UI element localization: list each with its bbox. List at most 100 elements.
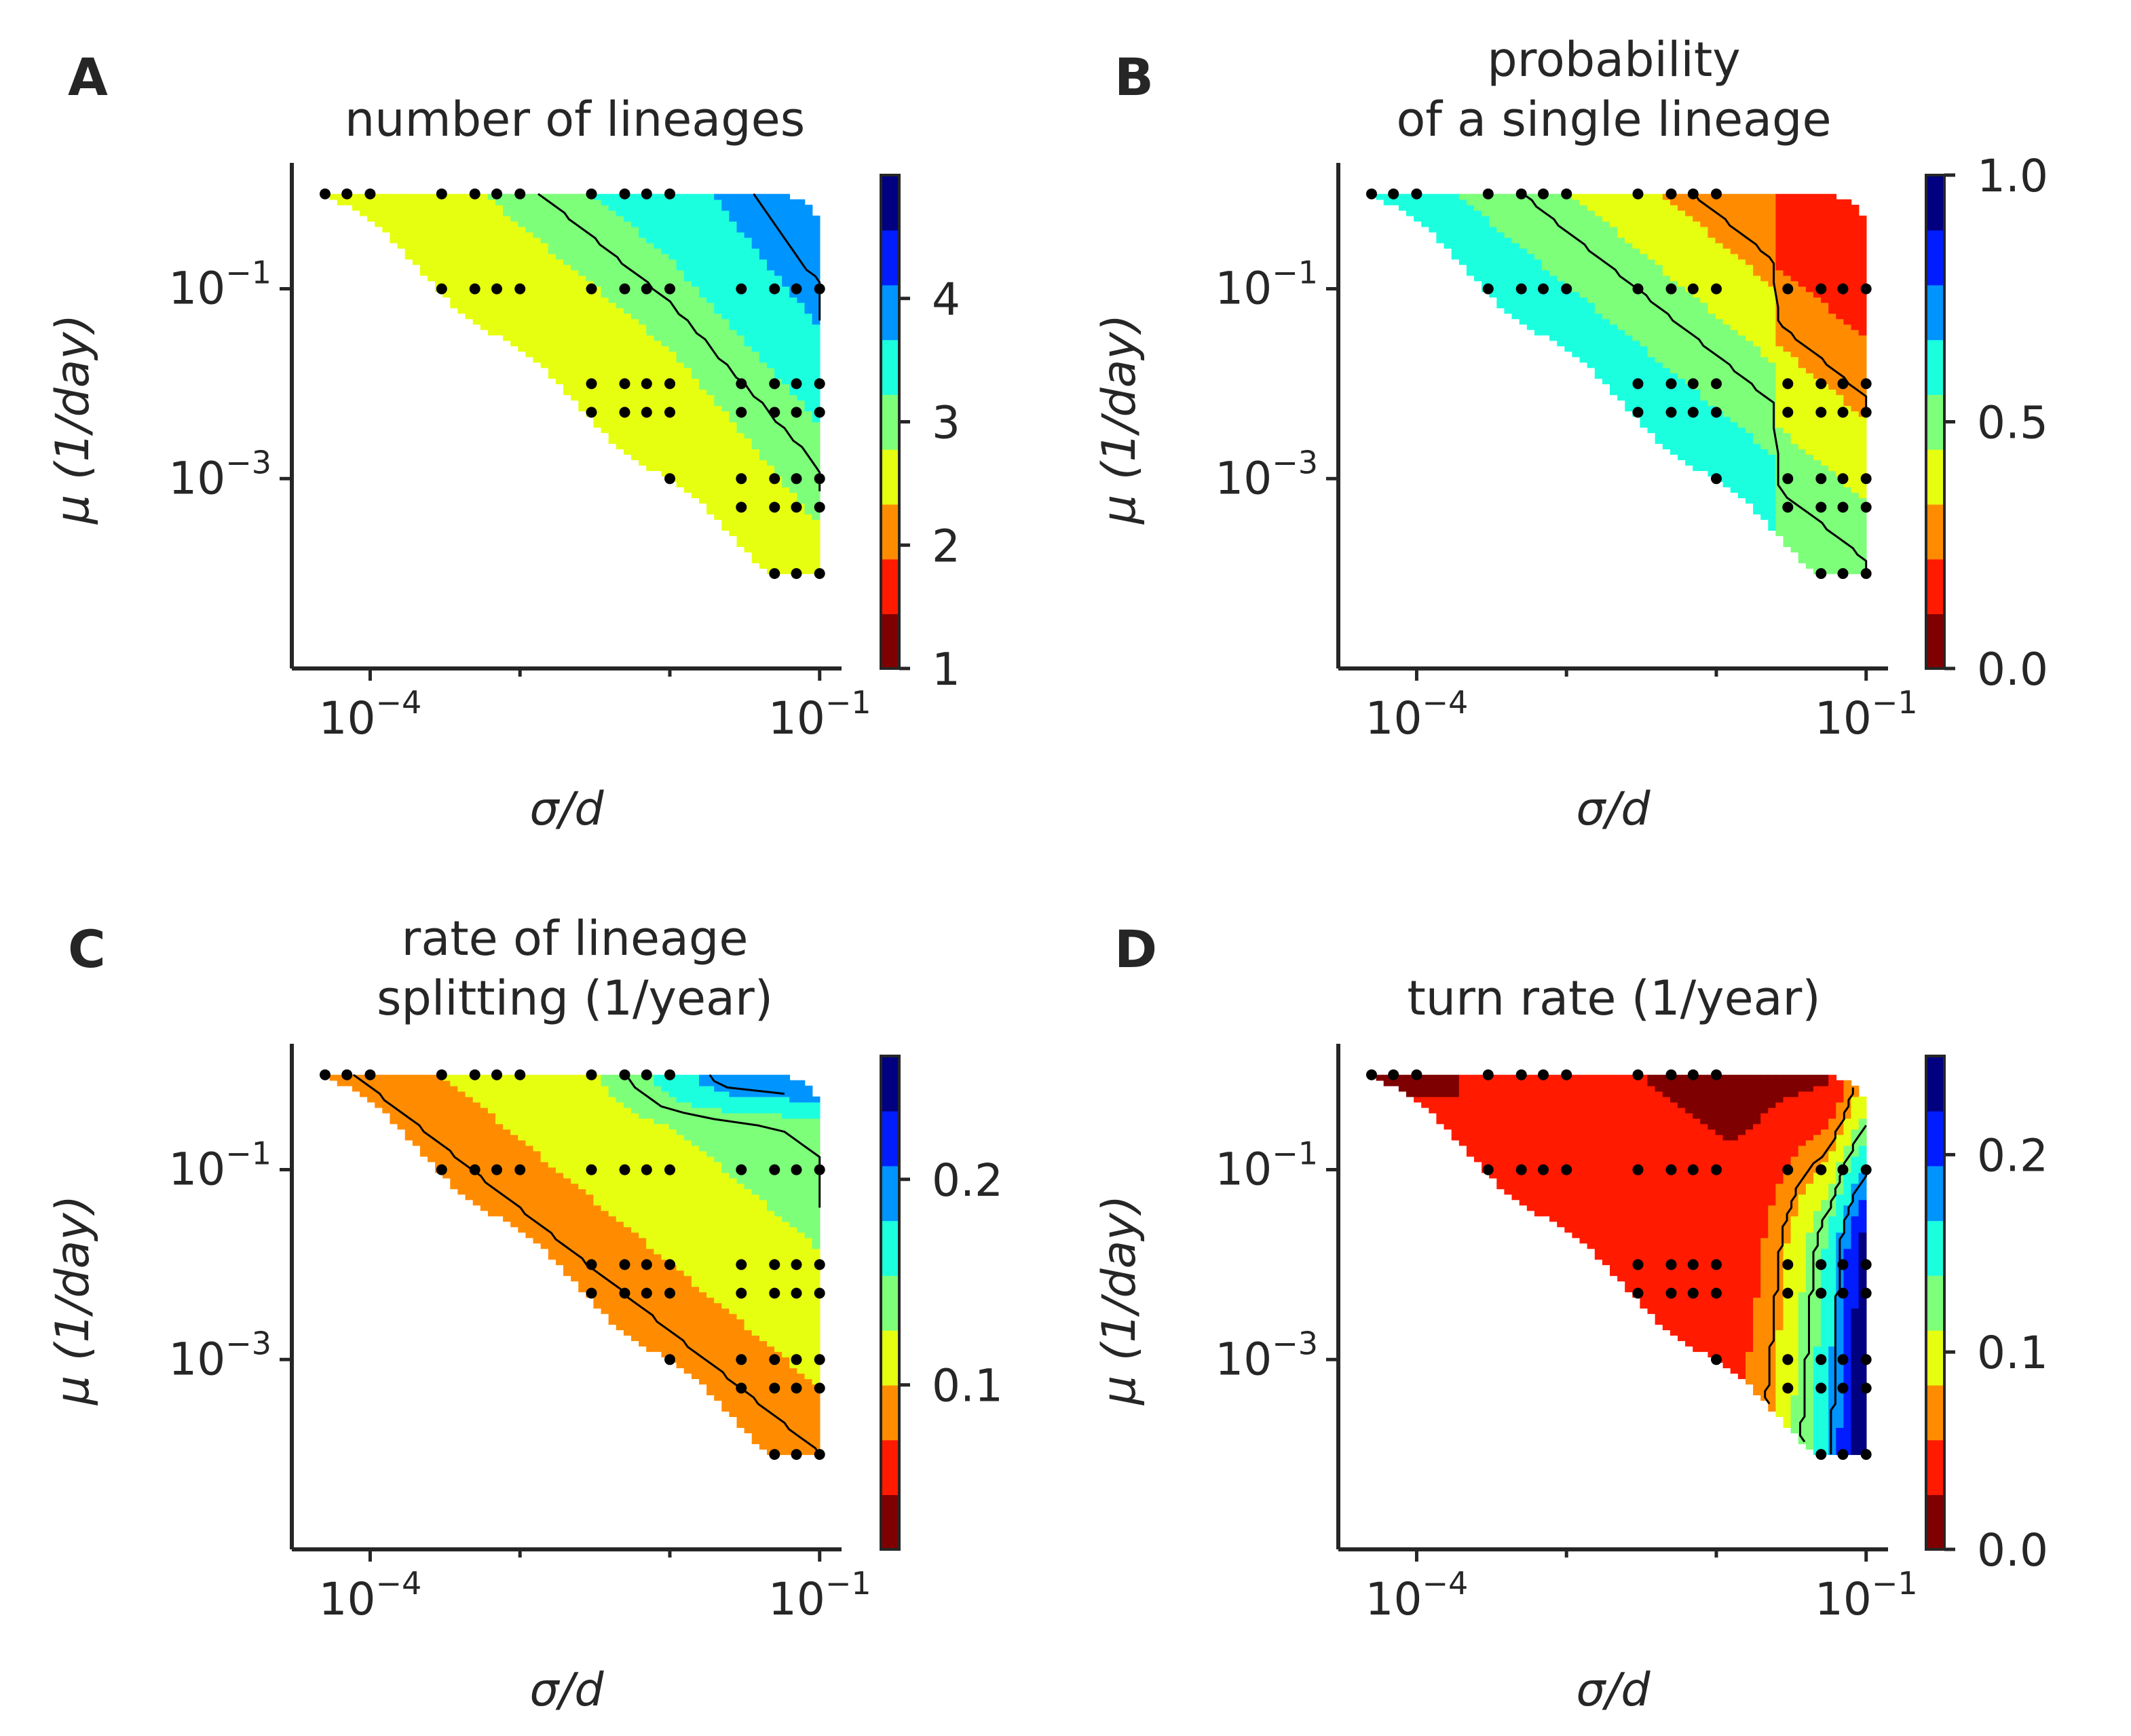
heatmap-cell <box>419 264 428 271</box>
heatmap-cell <box>1760 318 1769 325</box>
heatmap-cell <box>412 242 421 249</box>
heatmap-cell <box>1737 269 1746 276</box>
heatmap-cell <box>1602 221 1610 227</box>
heatmap-cell <box>487 242 496 249</box>
heatmap-cell <box>1858 459 1867 466</box>
heatmap-cell <box>367 215 375 222</box>
heatmap-cell <box>1474 226 1482 233</box>
heatmap-cell <box>1519 275 1528 282</box>
heatmap-cell <box>616 231 624 238</box>
heatmap-cell <box>654 264 662 271</box>
heatmap-cell <box>419 199 428 206</box>
heatmap-cell <box>721 487 730 493</box>
heatmap-cell <box>654 454 662 461</box>
heatmap-cell <box>1821 530 1829 536</box>
heatmap-cell <box>1737 378 1746 385</box>
heatmap-cell <box>714 318 723 325</box>
heatmap-cell <box>767 362 775 369</box>
heatmap-cell <box>503 237 511 244</box>
heatmap-cell <box>1693 454 1701 461</box>
heatmap-cell <box>1790 394 1799 401</box>
heatmap-cell <box>774 535 782 542</box>
heatmap-cell <box>646 275 655 282</box>
heatmap-cell <box>797 356 806 363</box>
heatmap-cell <box>623 259 632 265</box>
heatmap-cell <box>1775 470 1784 477</box>
heatmap-cell <box>563 221 571 227</box>
heatmap-cell <box>782 275 791 282</box>
heatmap-cell <box>1768 242 1777 249</box>
heatmap-cell <box>1790 329 1799 336</box>
heatmap-cell <box>1519 253 1528 260</box>
heatmap-cell <box>1511 264 1520 271</box>
heatmap-cell <box>616 280 624 287</box>
heatmap-cell <box>1655 340 1663 347</box>
heatmap-cell <box>593 193 602 200</box>
heatmap-cell <box>789 362 798 369</box>
heatmap-cell <box>1775 231 1784 238</box>
heatmap-cell <box>1564 345 1573 352</box>
heatmap-cell <box>1768 351 1777 358</box>
heatmap-cell <box>593 307 602 314</box>
heatmap-cell <box>1602 307 1610 314</box>
heatmap-cell <box>691 307 700 314</box>
heatmap-cell <box>736 210 745 216</box>
heatmap-cell <box>1753 329 1761 336</box>
heatmap-cell <box>1851 302 1860 309</box>
heatmap-cell <box>1746 421 1754 428</box>
heatmap-cell <box>767 221 775 227</box>
heatmap-cell <box>1813 438 1822 445</box>
heatmap-cell <box>533 318 542 325</box>
heatmap-cell <box>1662 210 1671 216</box>
heatmap-cell <box>518 248 527 254</box>
heatmap-cell <box>1851 405 1860 412</box>
heatmap-cell <box>812 373 821 379</box>
heatmap-cell <box>789 231 798 238</box>
heatmap-cell <box>736 253 745 260</box>
sample-point <box>791 502 802 513</box>
heatmap-cell <box>1542 248 1550 254</box>
heatmap-cell <box>1858 432 1867 439</box>
heatmap-cell <box>571 302 579 309</box>
heatmap-cell <box>699 454 707 461</box>
heatmap-cell <box>1617 231 1625 238</box>
heatmap-cell <box>435 242 443 249</box>
heatmap-cell <box>1730 280 1739 287</box>
heatmap-cell <box>1730 427 1739 434</box>
heatmap-cell <box>744 275 753 282</box>
heatmap-cell <box>1828 443 1837 450</box>
heatmap-cell <box>586 297 595 303</box>
heatmap-cell <box>774 481 782 488</box>
heatmap-cell <box>1858 400 1867 407</box>
heatmap-cell <box>1775 253 1784 260</box>
heatmap-cell <box>1746 329 1754 336</box>
heatmap-cell <box>1722 459 1731 466</box>
heatmap-cell <box>812 264 821 271</box>
heatmap-cell <box>533 286 542 293</box>
heatmap-cell <box>593 345 602 352</box>
heatmap-cell <box>721 470 730 477</box>
heatmap-cell <box>1715 329 1724 336</box>
heatmap-cell <box>1579 356 1588 363</box>
heatmap-cell <box>1489 242 1498 249</box>
heatmap-cell <box>744 459 753 466</box>
heatmap-cell <box>736 535 745 542</box>
heatmap-cell <box>1542 226 1550 233</box>
heatmap-cell <box>661 389 670 396</box>
heatmap-cell <box>676 411 685 417</box>
heatmap-cell <box>623 416 632 423</box>
heatmap-cell <box>495 324 504 331</box>
heatmap-cell <box>1821 541 1829 547</box>
heatmap-cell <box>1858 487 1867 493</box>
heatmap-cell <box>744 487 753 493</box>
heatmap-cell <box>706 302 715 309</box>
heatmap-cell <box>1474 269 1482 276</box>
heatmap-cell <box>1805 335 1814 341</box>
heatmap-cell <box>525 297 534 303</box>
heatmap-cell <box>699 438 707 445</box>
heatmap-cell <box>1526 324 1535 331</box>
heatmap-cell <box>744 340 753 347</box>
heatmap-cell <box>1436 221 1445 227</box>
heatmap-cell <box>1625 248 1634 254</box>
heatmap-cell <box>1843 508 1852 514</box>
